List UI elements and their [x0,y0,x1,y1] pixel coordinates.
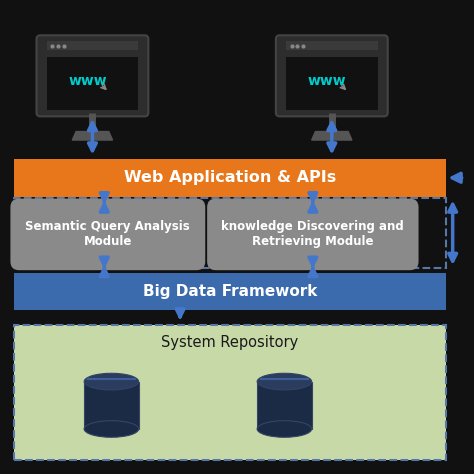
Ellipse shape [257,374,311,390]
Bar [286,57,378,110]
Bar [14,325,446,460]
FancyBboxPatch shape [207,199,419,270]
Bar [84,382,138,429]
Polygon shape [72,132,113,140]
FancyBboxPatch shape [276,36,388,117]
Ellipse shape [84,374,138,390]
FancyBboxPatch shape [36,36,148,117]
Text: www: www [68,73,107,88]
Bar [14,159,446,197]
Bar [46,42,138,50]
Ellipse shape [257,421,311,437]
Ellipse shape [84,421,138,437]
Text: Big Data Framework: Big Data Framework [143,284,317,299]
Text: Web Application & APIs: Web Application & APIs [124,170,336,185]
Polygon shape [311,132,352,140]
Bar [14,198,446,268]
Text: Semantic Query Analysis
Module: Semantic Query Analysis Module [26,220,190,248]
Text: www: www [308,73,346,88]
Bar [257,382,311,429]
Text: knowledge Discovering and
Retrieving Module: knowledge Discovering and Retrieving Mod… [221,220,404,248]
Text: System Repository: System Repository [161,335,299,350]
Bar [286,42,378,50]
Bar [14,273,446,310]
FancyBboxPatch shape [10,199,205,270]
Bar [46,57,138,110]
